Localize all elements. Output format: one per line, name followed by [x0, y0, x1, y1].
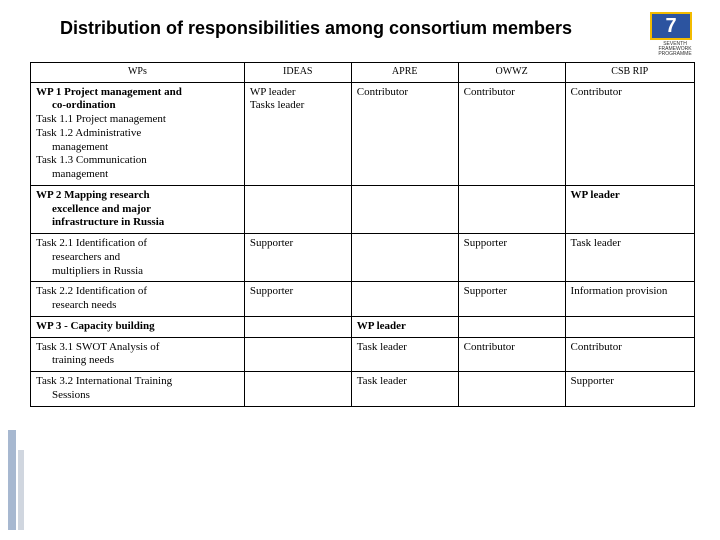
- cell-line: research needs: [36, 299, 239, 313]
- wp-cell: WP 2 Mapping researchexcellence and majo…: [31, 185, 245, 233]
- cell-line: training needs: [36, 354, 239, 368]
- value-cell: Supporter: [458, 234, 565, 282]
- value-cell: Contributor: [458, 337, 565, 372]
- value-cell: Supporter: [458, 282, 565, 317]
- value-cell: WP leader: [351, 316, 458, 337]
- cell-line: Supporter: [250, 237, 346, 251]
- fp7-logo: 7 SEVENTH FRAMEWORK PROGRAMME: [650, 12, 700, 57]
- cell-line: Task leader: [571, 237, 689, 251]
- table-row: Task 3.1 SWOT Analysis oftraining needs …: [31, 337, 695, 372]
- value-cell: Contributor: [565, 337, 694, 372]
- value-cell: WP leader: [565, 185, 694, 233]
- cell-line: Task 3.2 International Training: [36, 375, 239, 389]
- table-row: Task 2.1 Identification ofresearchers an…: [31, 234, 695, 282]
- cell-line: Supporter: [571, 375, 689, 389]
- cell-line: Supporter: [464, 285, 560, 299]
- col-apre: APRE: [351, 63, 458, 83]
- decor-bar-1: [8, 430, 16, 530]
- fp7-subtitle: SEVENTH FRAMEWORK PROGRAMME: [650, 42, 700, 57]
- col-ideas: IDEAS: [244, 63, 351, 83]
- cell-line: WP leader: [357, 320, 453, 334]
- cell-line: Contributor: [571, 341, 689, 355]
- cell-line: Contributor: [464, 341, 560, 355]
- cell-line: Task 2.2 Identification of: [36, 285, 239, 299]
- table-row: WP 3 - Capacity building WP leader: [31, 316, 695, 337]
- cell-line: Tasks leader: [250, 99, 346, 113]
- value-cell: [244, 372, 351, 407]
- wp-cell: Task 2.1 Identification ofresearchers an…: [31, 234, 245, 282]
- cell-line: excellence and major: [36, 203, 239, 217]
- value-cell: WP leaderTasks leader: [244, 82, 351, 185]
- cell-line: Contributor: [571, 86, 689, 100]
- value-cell: [351, 282, 458, 317]
- value-cell: [244, 185, 351, 233]
- table-row: Task 2.2 Identification ofresearch needs…: [31, 282, 695, 317]
- value-cell: Supporter: [244, 234, 351, 282]
- cell-line: Task 2.1 Identification of: [36, 237, 239, 251]
- value-cell: [244, 316, 351, 337]
- value-cell: Contributor: [351, 82, 458, 185]
- cell-line: management: [36, 168, 239, 182]
- value-cell: [351, 234, 458, 282]
- cell-line: Task 1.3 Communication: [36, 154, 239, 168]
- cell-line: infrastructure in Russia: [36, 216, 239, 230]
- page-title: Distribution of responsibilities among c…: [60, 18, 620, 39]
- cell-line: management: [36, 141, 239, 155]
- cell-line: Contributor: [464, 86, 560, 100]
- value-cell: [351, 185, 458, 233]
- cell-line: researchers and: [36, 251, 239, 265]
- cell-line: co-ordination: [36, 99, 239, 113]
- col-csbrip: CSB RIP: [565, 63, 694, 83]
- cell-line: Supporter: [250, 285, 346, 299]
- wp-cell: WP 3 - Capacity building: [31, 316, 245, 337]
- table-body: WP 1 Project management andco-ordination…: [31, 82, 695, 406]
- value-cell: Contributor: [565, 82, 694, 185]
- value-cell: [458, 185, 565, 233]
- value-cell: Task leader: [351, 337, 458, 372]
- cell-line: WP 1 Project management and: [36, 86, 239, 100]
- wp-cell: Task 3.1 SWOT Analysis oftraining needs: [31, 337, 245, 372]
- responsibilities-table: WPs IDEAS APRE OWWZ CSB RIP WP 1 Project…: [30, 62, 695, 407]
- table-row: WP 1 Project management andco-ordination…: [31, 82, 695, 185]
- value-cell: Task leader: [351, 372, 458, 407]
- wp-cell: WP 1 Project management andco-ordination…: [31, 82, 245, 185]
- value-cell: [458, 316, 565, 337]
- wp-cell: Task 3.2 International TrainingSessions: [31, 372, 245, 407]
- cell-line: Task 3.1 SWOT Analysis of: [36, 341, 239, 355]
- cell-line: WP leader: [571, 189, 689, 203]
- cell-line: WP 2 Mapping research: [36, 189, 239, 203]
- fp7-badge: 7: [650, 12, 692, 40]
- wp-cell: Task 2.2 Identification ofresearch needs: [31, 282, 245, 317]
- value-cell: Supporter: [244, 282, 351, 317]
- value-cell: [458, 372, 565, 407]
- slide: Distribution of responsibilities among c…: [0, 0, 720, 540]
- cell-line: Information provision: [571, 285, 689, 299]
- table-row: Task 3.2 International TrainingSessions …: [31, 372, 695, 407]
- cell-line: Sessions: [36, 389, 239, 403]
- cell-line: Task 1.2 Administrative: [36, 127, 239, 141]
- col-owwz: OWWZ: [458, 63, 565, 83]
- value-cell: Task leader: [565, 234, 694, 282]
- cell-line: Task leader: [357, 375, 453, 389]
- cell-line: WP 3 - Capacity building: [36, 320, 239, 334]
- table-row: WP 2 Mapping researchexcellence and majo…: [31, 185, 695, 233]
- cell-line: Task leader: [357, 341, 453, 355]
- value-cell: [565, 316, 694, 337]
- cell-line: Contributor: [357, 86, 453, 100]
- value-cell: Contributor: [458, 82, 565, 185]
- table-header-row: WPs IDEAS APRE OWWZ CSB RIP: [31, 63, 695, 83]
- value-cell: [244, 337, 351, 372]
- cell-line: Task 1.1 Project management: [36, 113, 239, 127]
- cell-line: WP leader: [250, 86, 346, 100]
- decor-bar-2: [18, 450, 24, 530]
- value-cell: Information provision: [565, 282, 694, 317]
- cell-line: Supporter: [464, 237, 560, 251]
- col-wps: WPs: [31, 63, 245, 83]
- value-cell: Supporter: [565, 372, 694, 407]
- cell-line: multipliers in Russia: [36, 265, 239, 279]
